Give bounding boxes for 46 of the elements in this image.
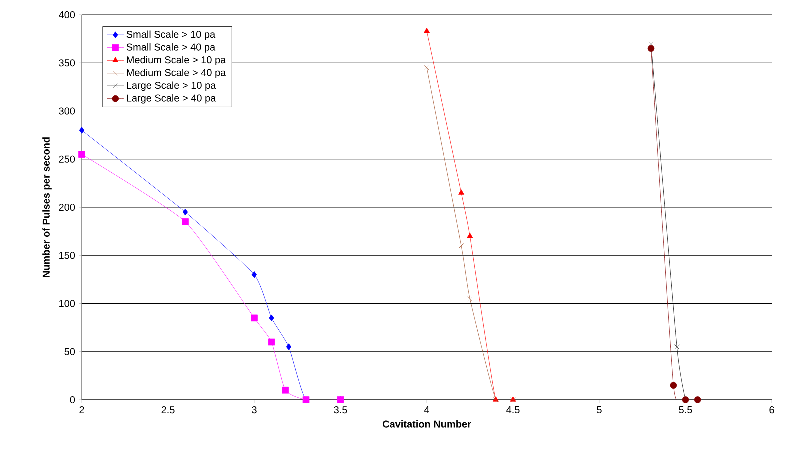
point xyxy=(694,396,702,404)
x-tick-label: 5.5 xyxy=(679,406,692,414)
x-tick-label: 2.5 xyxy=(162,406,175,414)
y-axis-title: Number of Pulses per second xyxy=(42,138,52,278)
point xyxy=(182,208,188,216)
point xyxy=(251,314,258,322)
legend-label: Large Scale > 40 pa xyxy=(127,94,216,104)
point xyxy=(79,127,85,134)
point xyxy=(252,271,258,278)
y-tick-label: 250 xyxy=(59,156,76,163)
y-tick-label: 150 xyxy=(60,252,76,260)
y-tick-label: 400 xyxy=(59,11,76,19)
legend-label: Large Scale > 10 pa xyxy=(127,82,216,92)
point xyxy=(268,338,276,346)
point xyxy=(424,65,430,70)
point xyxy=(468,296,473,302)
point xyxy=(424,28,430,34)
point xyxy=(269,314,274,322)
point xyxy=(670,382,678,389)
y-tick-label: 0 xyxy=(70,396,76,404)
y-tick-label: 350 xyxy=(59,60,76,67)
legend-label: Small Scale > 10 pa xyxy=(126,30,216,40)
point xyxy=(648,45,655,52)
point xyxy=(458,190,464,195)
y-tick-label: 300 xyxy=(59,108,76,115)
x-axis-title: Cavitation Number xyxy=(382,420,472,428)
point xyxy=(78,151,86,158)
x-tick-label: 6 xyxy=(770,406,774,414)
y-tick-label: 50 xyxy=(64,348,76,356)
x-tick-label: 4 xyxy=(424,406,430,414)
x-tick-label: 4.5 xyxy=(506,406,520,414)
x-tick-label: 3.5 xyxy=(334,406,348,414)
x-tick-label: 3 xyxy=(252,406,257,414)
point xyxy=(182,218,189,226)
point xyxy=(648,41,654,46)
point xyxy=(286,344,292,350)
point xyxy=(282,386,289,394)
legend-label: Medium Scale > 40 pa xyxy=(127,68,226,78)
legend-label: Medium Scale > 10 pa xyxy=(127,56,226,66)
y-tick-label: 100 xyxy=(60,300,76,308)
point xyxy=(467,232,474,238)
x-tick-label: 2 xyxy=(80,406,84,414)
y-tick-label: 200 xyxy=(59,204,76,212)
legend-label: Small Scale > 40 pa xyxy=(126,43,216,53)
x-tick-label: 5 xyxy=(597,406,602,414)
point xyxy=(674,344,680,350)
